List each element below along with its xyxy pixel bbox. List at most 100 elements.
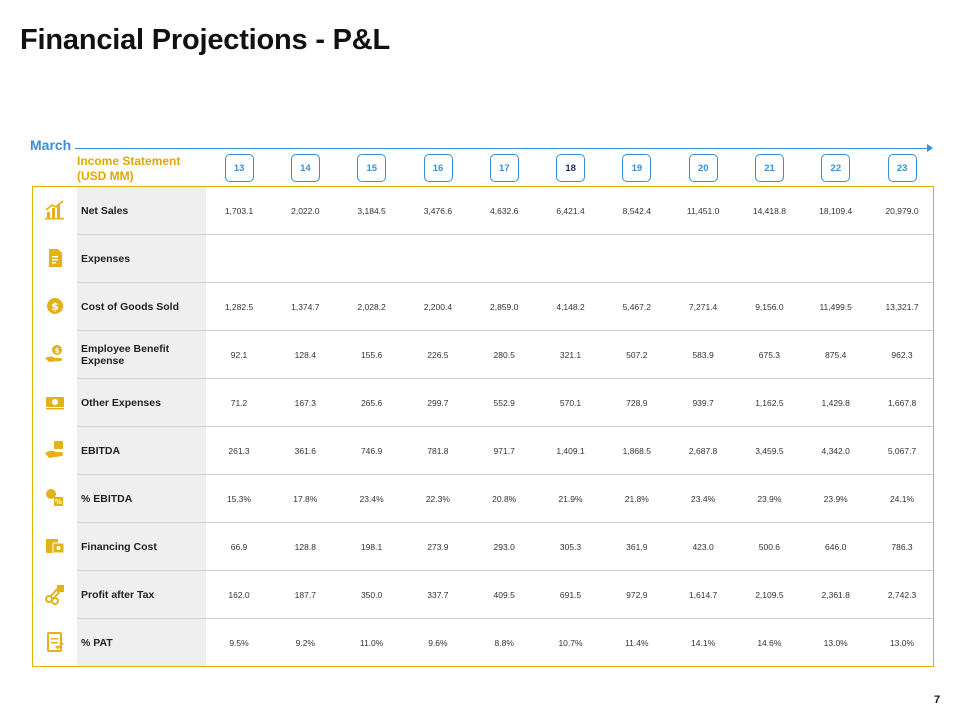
- table-cell: 1,703.1: [224, 206, 254, 216]
- table-cell: 23.4%: [691, 494, 716, 504]
- table-cell: 273.9: [427, 542, 449, 552]
- table-cell: 4,342.0: [821, 446, 850, 456]
- table-cell: 2,361.8: [821, 590, 850, 600]
- row-label: Employee Benefit Expense: [81, 343, 170, 367]
- table-cell: 2,028.2: [357, 302, 386, 312]
- table-cell: 2,200.4: [423, 302, 453, 312]
- table-cell: 11.0%: [359, 638, 384, 648]
- table-cell: 583.9: [692, 350, 714, 360]
- row-divider: [77, 474, 933, 475]
- table-row: Other Expenses 71.2 167.3 265.6 299.7 552.9 57…: [33, 379, 933, 427]
- table-cell: 9.2%: [295, 638, 315, 648]
- table-cell: 5,067.7: [887, 446, 917, 456]
- table-row: $ Employee Benefit Expense 92.1 128.4 155.6 22…: [33, 331, 933, 379]
- table-cell: 11.4%: [625, 638, 649, 648]
- page-number: 7: [934, 694, 941, 706]
- table-cell: 2,687.8: [688, 446, 718, 456]
- table-cell: 3,476.6: [423, 206, 453, 216]
- table-cell: 2,022.0: [291, 206, 320, 216]
- table-cell: 13.0%: [889, 638, 915, 648]
- year-marker: 19: [622, 154, 652, 182]
- table-cell: 20.8%: [492, 494, 517, 504]
- year-marker: 17: [489, 154, 519, 182]
- table-cell: 646.0: [825, 542, 847, 552]
- page-title: Financial Projections - P&L: [20, 24, 391, 56]
- table-cell: 1,614.7: [688, 590, 718, 600]
- pl-table: [32, 186, 934, 667]
- table-cell: 226.5: [427, 350, 449, 360]
- wallet-cash-icon: [43, 534, 67, 558]
- row-label: EBITDA: [81, 445, 121, 457]
- table-cell: 162.0: [228, 590, 250, 600]
- table-cell: 15.3%: [226, 494, 252, 504]
- table-cell: 21.8%: [624, 494, 649, 504]
- table-cell: 4,632.6: [490, 206, 519, 216]
- row-label: Profit after Tax: [81, 589, 155, 601]
- table-cell: 22.3%: [425, 494, 450, 504]
- row-label: Expenses: [81, 253, 131, 265]
- row-divider: [77, 426, 933, 427]
- table-cell: 11,451.0: [686, 206, 720, 216]
- table-row: Profit after Tax 162.0 187.7 350.0 337.7 409.…: [33, 571, 933, 619]
- year-marker: 16: [423, 154, 453, 182]
- table-cell: 198.1: [360, 542, 383, 552]
- timeline-label: March: [30, 137, 72, 153]
- row-divider: [77, 522, 933, 523]
- table-cell: 337.7: [427, 590, 449, 600]
- table-cell: 728.9: [626, 398, 648, 408]
- checklist-icon: [43, 630, 67, 654]
- income-statement-label: Income Statement (USD MM): [77, 154, 207, 184]
- row-label: Net Sales: [81, 205, 129, 217]
- table-cell: 23.9%: [757, 494, 782, 504]
- year-marker: 18: [556, 154, 586, 182]
- table-cell: 4,148.2: [556, 302, 585, 312]
- table-cell: 11,499.5: [819, 302, 852, 312]
- table-cell: 786.3: [891, 542, 913, 552]
- table-cell: 20,979.0: [885, 206, 919, 216]
- table-cell: [869, 235, 935, 283]
- table-cell: 7,271.4: [688, 302, 718, 312]
- year-marker: 15: [357, 154, 387, 182]
- table-cell: 14.1%: [691, 638, 716, 648]
- year-marker: 21: [755, 154, 785, 182]
- table-cell: 1,162.5: [755, 398, 784, 408]
- table-cell: 746.9: [360, 446, 383, 456]
- year-marker: 13: [224, 154, 254, 182]
- table-cell: 9.5%: [229, 638, 249, 648]
- table-cell: 23.9%: [823, 494, 848, 504]
- table-cell: 552.9: [493, 398, 515, 408]
- table-cell: 971.7: [493, 446, 515, 456]
- table-cell: 187.7: [294, 590, 316, 600]
- table-cell: 14.6%: [757, 638, 782, 648]
- table-cell: 321.1: [559, 350, 582, 360]
- table-cell: 299.7: [427, 398, 449, 408]
- row-divider: [77, 330, 933, 331]
- table-cell: [604, 235, 670, 283]
- table-cell: 691.5: [559, 590, 582, 600]
- table-cell: [538, 235, 604, 283]
- table-cell: [471, 235, 537, 283]
- row-label: % EBITDA: [81, 493, 133, 505]
- table-cell: 2,109.5: [755, 590, 784, 600]
- table-cell: 507.2: [626, 350, 648, 360]
- table-cell: 6,421.4: [556, 206, 585, 216]
- table-cell: 261.3: [228, 446, 250, 456]
- row-divider: [77, 570, 933, 571]
- money-percent-icon: %: [43, 486, 67, 510]
- income-statement-label-line2: (USD MM): [77, 169, 134, 183]
- year-marker: 23: [887, 154, 917, 182]
- table-cell: 9.6%: [428, 638, 448, 648]
- row-divider: [77, 618, 933, 619]
- table-cell: 155.6: [360, 350, 383, 360]
- table-cell: 305.3: [559, 542, 582, 552]
- row-label: Financing Cost: [81, 541, 157, 553]
- table-cell: 1,868.5: [622, 446, 651, 456]
- table-cell: 71.2: [230, 398, 248, 408]
- svg-text:$: $: [51, 300, 59, 313]
- table-row: EBITDA 261.3 361.6 746.9 781.8 971.7 1,409.1 1,…: [33, 427, 933, 475]
- table-row: Financing Cost 66.9 128.8 198.1 273.9 293.0 30…: [33, 523, 933, 571]
- table-cell: 500.6: [758, 542, 781, 552]
- table-cell: 13.0%: [823, 638, 848, 648]
- table-cell: [670, 235, 736, 283]
- table-cell: 1,282.5: [224, 302, 254, 312]
